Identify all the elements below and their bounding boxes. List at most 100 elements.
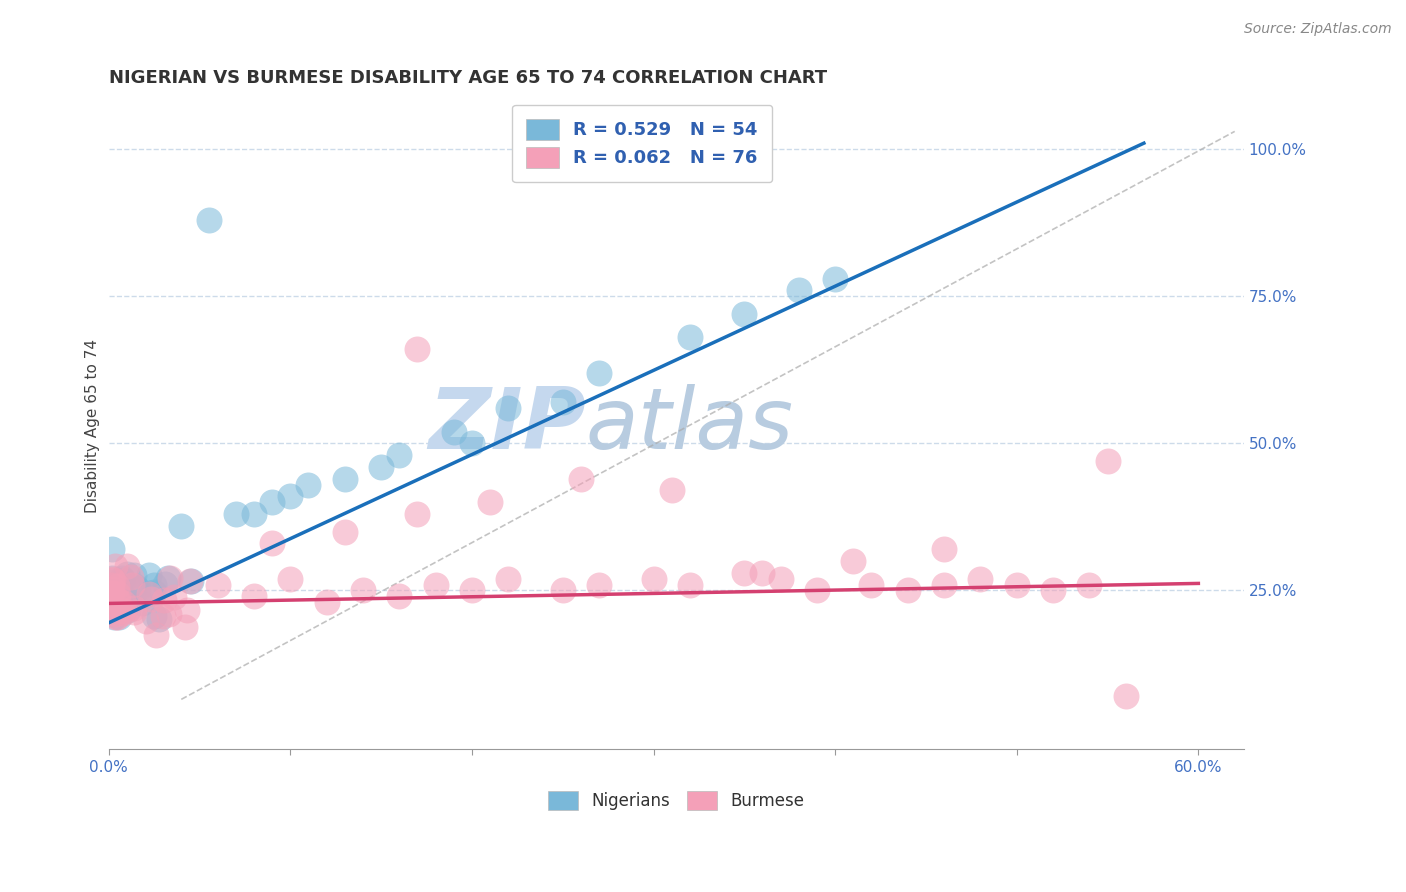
Point bbox=[138, 586, 160, 600]
Point bbox=[588, 577, 610, 591]
Point bbox=[108, 609, 131, 624]
Point bbox=[101, 572, 124, 586]
Point bbox=[806, 583, 828, 598]
Point bbox=[443, 425, 465, 439]
Point bbox=[179, 574, 201, 588]
Point bbox=[842, 554, 865, 568]
Point bbox=[860, 577, 883, 591]
Point bbox=[143, 585, 166, 599]
Point bbox=[111, 607, 134, 621]
Point bbox=[152, 609, 174, 624]
Point bbox=[122, 605, 145, 619]
Point bbox=[155, 577, 177, 591]
Point bbox=[117, 603, 139, 617]
Point bbox=[425, 577, 447, 591]
Point bbox=[103, 610, 125, 624]
Point bbox=[262, 536, 284, 550]
Text: NIGERIAN VS BURMESE DISABILITY AGE 65 TO 74 CORRELATION CHART: NIGERIAN VS BURMESE DISABILITY AGE 65 TO… bbox=[108, 69, 827, 87]
Point bbox=[173, 620, 195, 634]
Point bbox=[101, 585, 124, 599]
Point bbox=[352, 583, 374, 598]
Point bbox=[170, 518, 193, 533]
Point bbox=[101, 595, 124, 609]
Point bbox=[108, 595, 131, 609]
Point bbox=[115, 595, 138, 609]
Point bbox=[122, 585, 145, 599]
Point bbox=[138, 586, 160, 600]
Point bbox=[108, 600, 131, 615]
Point bbox=[1042, 583, 1064, 598]
Point bbox=[769, 572, 792, 586]
Point bbox=[157, 607, 180, 621]
Point bbox=[225, 507, 247, 521]
Point bbox=[207, 577, 229, 591]
Point bbox=[1097, 454, 1119, 468]
Point bbox=[114, 591, 136, 606]
Point bbox=[243, 590, 266, 604]
Point bbox=[104, 587, 127, 601]
Point bbox=[142, 578, 165, 592]
Point bbox=[333, 472, 356, 486]
Point bbox=[661, 483, 683, 498]
Point bbox=[278, 489, 301, 503]
Text: Source: ZipAtlas.com: Source: ZipAtlas.com bbox=[1244, 22, 1392, 37]
Point bbox=[932, 577, 955, 591]
Point bbox=[117, 593, 139, 607]
Point bbox=[388, 448, 411, 462]
Point bbox=[124, 579, 146, 593]
Point bbox=[107, 587, 129, 601]
Point bbox=[197, 212, 219, 227]
Point bbox=[103, 573, 125, 587]
Point bbox=[110, 571, 132, 585]
Point bbox=[243, 507, 266, 521]
Point bbox=[112, 604, 135, 618]
Point bbox=[315, 595, 337, 609]
Point bbox=[105, 610, 128, 624]
Point bbox=[297, 477, 319, 491]
Point bbox=[156, 571, 179, 585]
Point bbox=[461, 583, 484, 598]
Point bbox=[496, 401, 519, 415]
Point bbox=[122, 601, 145, 615]
Point bbox=[333, 524, 356, 539]
Point bbox=[105, 579, 128, 593]
Point bbox=[1115, 690, 1137, 704]
Point bbox=[679, 577, 702, 591]
Point bbox=[370, 459, 392, 474]
Point bbox=[751, 566, 773, 580]
Y-axis label: Disability Age 65 to 74: Disability Age 65 to 74 bbox=[86, 339, 100, 513]
Point bbox=[787, 283, 810, 297]
Point bbox=[551, 583, 574, 598]
Point bbox=[496, 572, 519, 586]
Point bbox=[101, 571, 124, 585]
Point bbox=[406, 507, 429, 521]
Point bbox=[135, 614, 157, 628]
Point bbox=[121, 577, 143, 591]
Point bbox=[969, 572, 991, 586]
Point bbox=[406, 342, 429, 356]
Point bbox=[107, 591, 129, 605]
Point bbox=[104, 607, 127, 621]
Point bbox=[643, 572, 665, 586]
Point bbox=[103, 592, 125, 607]
Point bbox=[105, 610, 128, 624]
Point bbox=[120, 570, 142, 584]
Point bbox=[108, 587, 131, 601]
Point bbox=[101, 575, 124, 590]
Point bbox=[115, 567, 138, 582]
Point bbox=[145, 628, 167, 642]
Point bbox=[262, 495, 284, 509]
Point bbox=[588, 366, 610, 380]
Point bbox=[388, 590, 411, 604]
Point bbox=[897, 583, 920, 598]
Point bbox=[105, 593, 128, 607]
Point bbox=[679, 330, 702, 344]
Point bbox=[733, 566, 755, 580]
Point bbox=[932, 542, 955, 557]
Point bbox=[824, 271, 846, 285]
Legend: Nigerians, Burmese: Nigerians, Burmese bbox=[540, 783, 813, 819]
Point bbox=[143, 608, 166, 623]
Point bbox=[479, 495, 502, 509]
Point bbox=[112, 573, 135, 587]
Point bbox=[733, 307, 755, 321]
